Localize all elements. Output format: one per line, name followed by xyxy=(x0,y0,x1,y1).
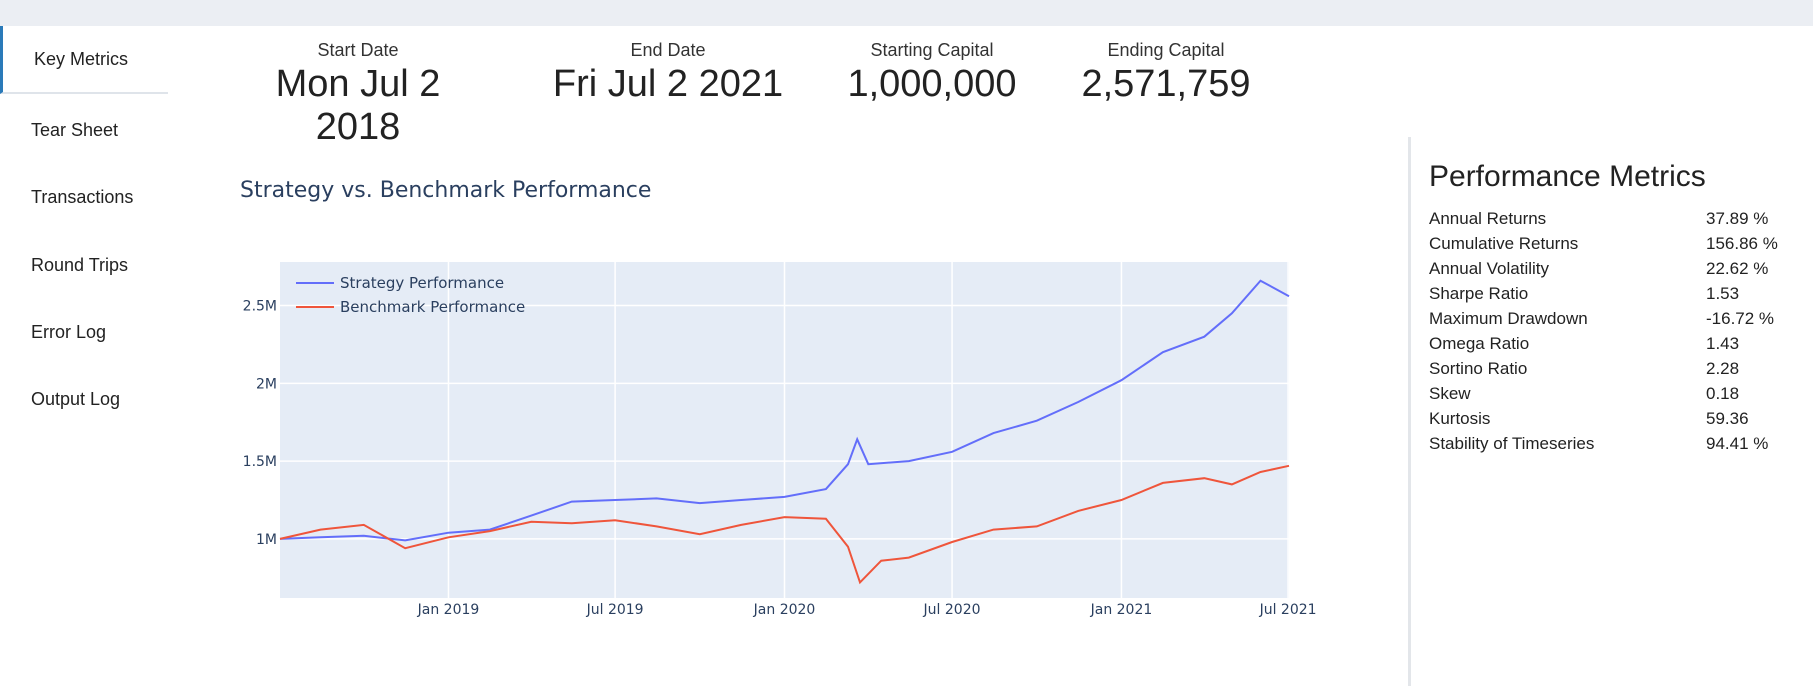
starting-capital-value: 1,000,000 xyxy=(847,63,1017,105)
nav-transactions[interactable]: Transactions xyxy=(31,186,134,207)
end-date-label: End Date xyxy=(630,40,706,60)
nav-tear-sheet[interactable]: Tear Sheet xyxy=(31,119,119,140)
y-tick-label: 2M xyxy=(256,376,277,392)
metric-value: 0.18 xyxy=(1706,384,1740,403)
x-tick-label: Jan 2019 xyxy=(417,602,480,618)
strategy-series-line xyxy=(279,279,1290,542)
x-tick-label: Jul 2019 xyxy=(586,602,644,618)
x-tick-label: Jul 2020 xyxy=(923,602,981,618)
start-date-label: Start Date xyxy=(317,40,399,60)
performance-metrics-title: Performance Metrics xyxy=(1429,160,1706,193)
metric-value: 37.89 % xyxy=(1706,209,1769,228)
metric-name: Stability of Timeseries xyxy=(1429,434,1595,453)
y-tick-label: 2.5M xyxy=(243,299,277,315)
end-date-value: Fri Jul 2 2021 xyxy=(552,63,784,105)
starting-capital-label: Starting Capital xyxy=(870,40,994,60)
metric-value: 1.43 xyxy=(1706,334,1740,353)
x-tick-label: Jul 2021 xyxy=(1259,602,1317,618)
end-date-metric: End Date Fri Jul 2 2021 xyxy=(548,40,788,106)
metric-name: Sharpe Ratio xyxy=(1429,284,1529,303)
nav-round-trips[interactable]: Round Trips xyxy=(31,254,129,275)
metric-value: 1.53 xyxy=(1706,284,1740,303)
nav-key-metrics[interactable]: Key Metrics xyxy=(0,26,168,94)
metric-name: Sortino Ratio xyxy=(1429,359,1528,378)
legend-label: Strategy Performance xyxy=(340,274,504,292)
chart-title: Strategy vs. Benchmark Performance xyxy=(240,178,652,203)
metric-value: -16.72 % xyxy=(1706,309,1775,328)
top-bar xyxy=(0,0,1813,26)
benchmark-series-line xyxy=(279,464,1290,585)
metric-name: Cumulative Returns xyxy=(1429,234,1579,253)
start-date-value: Mon Jul 2 2018 xyxy=(275,63,441,148)
panel-divider xyxy=(1408,137,1411,686)
starting-capital-metric: Starting Capital 1,000,000 xyxy=(832,40,1032,106)
metric-value: 94.41 % xyxy=(1706,434,1769,453)
x-tick-label: Jan 2020 xyxy=(753,602,816,618)
sidebar-nav: Key Metrics Tear Sheet Transactions Roun… xyxy=(0,26,168,686)
metric-value: 22.62 % xyxy=(1706,259,1769,278)
metric-value: 2.28 xyxy=(1706,359,1740,378)
ending-capital-metric: Ending Capital 2,571,759 xyxy=(1066,40,1266,106)
metric-value: 59.36 xyxy=(1706,409,1749,428)
start-date-metric: Start Date Mon Jul 2 2018 xyxy=(230,40,486,149)
ending-capital-label: Ending Capital xyxy=(1107,40,1225,60)
metric-name: Annual Returns xyxy=(1429,209,1547,228)
metric-name: Kurtosis xyxy=(1429,409,1491,428)
metric-name: Omega Ratio xyxy=(1429,334,1530,353)
y-tick-label: 1M xyxy=(256,532,277,548)
ending-capital-value: 2,571,759 xyxy=(1081,63,1251,105)
metric-name: Annual Volatility xyxy=(1429,259,1550,278)
legend-label: Benchmark Performance xyxy=(340,298,525,316)
metric-value: 156.86 % xyxy=(1706,234,1778,253)
x-tick-label: Jan 2021 xyxy=(1090,602,1153,618)
metric-name: Skew xyxy=(1429,384,1471,403)
nav-output-log[interactable]: Output Log xyxy=(31,388,121,409)
y-tick-label: 1.5M xyxy=(243,454,277,470)
metric-name: Maximum Drawdown xyxy=(1429,309,1588,328)
nav-error-log[interactable]: Error Log xyxy=(31,321,107,342)
